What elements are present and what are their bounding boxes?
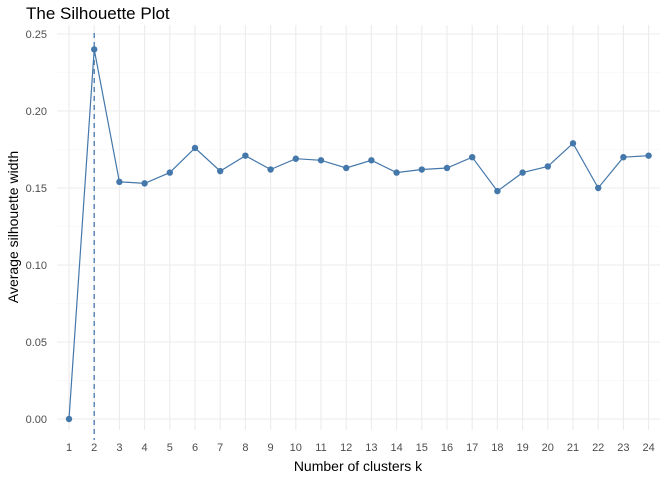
x-tick-label: 11 [315,442,326,454]
data-point [595,184,602,192]
x-tick-label: 20 [542,442,554,454]
x-tick-label: 1 [66,442,72,454]
x-tick-label: 7 [217,442,223,454]
grid-lines [57,25,660,430]
x-tick-label: 5 [167,442,173,454]
data-point [418,166,425,173]
data-point [242,152,249,159]
data-point [368,157,375,164]
x-tick-label: 15 [416,442,428,454]
data-point [141,180,148,187]
x-tick-label: 24 [642,442,654,454]
x-tick-label: 19 [516,442,528,454]
x-tick-label: 8 [242,442,248,454]
data-point [217,167,224,175]
data-point [343,164,350,172]
x-tick-label: 18 [491,442,503,454]
y-tick-label: 0.15 [26,183,47,195]
data-points [65,46,652,423]
data-point [267,166,274,173]
data-point [519,169,526,176]
y-tick-label: 0.00 [26,414,47,426]
data-point [393,169,400,176]
chart-title: The Silhouette Plot [26,4,170,23]
x-tick-label: 10 [290,442,302,454]
x-axis-title: Number of clusters k [294,458,423,474]
data-point [443,164,451,172]
x-tick-label: 9 [268,442,274,454]
x-tick-label: 14 [390,442,402,454]
data-point [494,187,501,195]
y-axis-title: Average silhouette width [5,151,21,303]
data-point [645,152,652,159]
x-tick-label: 2 [91,442,97,454]
x-tick-label: 3 [116,442,122,454]
y-tick-label: 0.25 [26,29,47,41]
data-point [569,140,577,147]
x-tick-label: 16 [441,442,453,454]
data-point [65,415,73,423]
series-line [68,49,649,420]
data-point [292,155,299,162]
x-tick-label: 22 [592,442,604,454]
x-tick-labels: 1 2 3 4 5 6 7 8 9 10 11 12 13 14 15 16 17 18 19 20 21 22 23 24 [66,442,655,454]
x-tick-label: 4 [142,442,148,454]
x-tick-label: 23 [617,442,629,454]
data-point [116,178,123,186]
data-point [91,46,98,53]
data-point [191,144,199,152]
y-tick-label: 0.10 [26,260,47,272]
x-tick-label: 17 [466,442,478,454]
y-tick-label: 0.05 [26,337,47,349]
data-point [166,169,173,176]
y-tick-label: 0.20 [26,106,47,118]
data-point [544,163,551,170]
data-point [620,154,627,161]
x-tick-label: 21 [567,442,579,454]
x-tick-label: 12 [340,442,352,454]
x-tick-label: 13 [365,442,377,454]
data-point [317,157,325,164]
data-point [469,154,476,161]
x-tick-label: 6 [192,442,198,454]
y-tick-labels: 0.00 0.05 0.10 0.15 0.20 0.25 [26,29,47,426]
